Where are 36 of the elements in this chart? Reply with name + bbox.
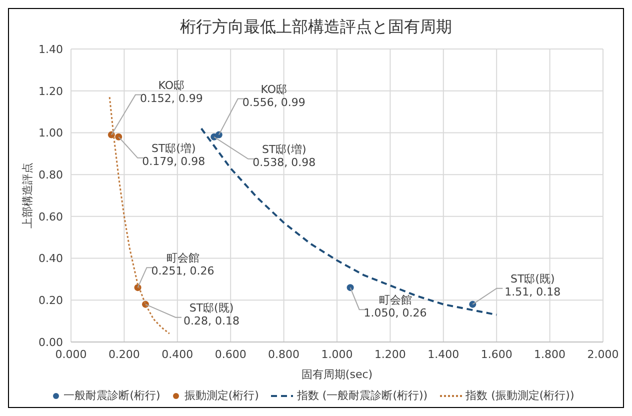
data-label: ST邸(既) 1.51, 0.18 bbox=[504, 272, 561, 298]
data-label: KO邸 0.152, 0.99 bbox=[140, 78, 203, 105]
legend-label: 指数 (一般耐震診断(桁行)) bbox=[296, 388, 428, 403]
x-tick-label: 1.400 bbox=[428, 348, 460, 361]
y-axis-title: 上部構造評点 bbox=[20, 162, 34, 228]
y-tick-label: 0.00 bbox=[38, 336, 63, 349]
legend-label: 振動測定(桁行) bbox=[183, 388, 259, 403]
legend-label: 一般耐震診断(桁行) bbox=[62, 388, 160, 403]
x-tick-label: 0.600 bbox=[214, 348, 246, 361]
x-tick-label: 0.200 bbox=[108, 348, 140, 361]
y-tick-label: 0.40 bbox=[38, 252, 63, 266]
data-label: ST邸(既) 0.28, 0.18 bbox=[183, 301, 240, 328]
y-tick-label: 1.00 bbox=[38, 126, 63, 140]
y-tick-label: 1.40 bbox=[38, 42, 63, 56]
data-label: 町会館 1.050, 0.26 bbox=[364, 294, 427, 320]
x-tick-label: 1.000 bbox=[321, 348, 353, 361]
data-label: KO邸 0.556, 0.99 bbox=[242, 82, 306, 109]
x-tick-label: 2.000 bbox=[587, 348, 619, 361]
data-label: ST邸(増) 0.538, 0.98 bbox=[252, 142, 316, 169]
data-label: ST邸(増) 0.179, 0.98 bbox=[142, 142, 206, 168]
chart-title: 桁行方向最低上部構造評点と固有周期 bbox=[179, 16, 453, 38]
y-tick-label: 0.20 bbox=[38, 294, 63, 308]
x-tick-label: 1.200 bbox=[374, 348, 406, 361]
x-axis-title: 固有周期(sec) bbox=[301, 368, 373, 381]
x-tick-label: 0.800 bbox=[268, 348, 300, 361]
point bbox=[210, 133, 218, 140]
x-tick-label: 1.600 bbox=[480, 348, 512, 361]
y-tick-label: 0.80 bbox=[38, 168, 63, 182]
x-tick-label: 0.000 bbox=[55, 348, 87, 361]
y-tick-label: 1.20 bbox=[38, 84, 63, 98]
x-tick-label: 1.800 bbox=[534, 348, 566, 361]
point bbox=[115, 133, 122, 140]
data-label: 町会館 0.251, 0.26 bbox=[151, 252, 214, 278]
x-tick-label: 0.400 bbox=[162, 348, 194, 361]
y-tick-label: 0.60 bbox=[38, 210, 63, 224]
legend-label: 指数 (振動測定(桁行)) bbox=[464, 388, 574, 403]
